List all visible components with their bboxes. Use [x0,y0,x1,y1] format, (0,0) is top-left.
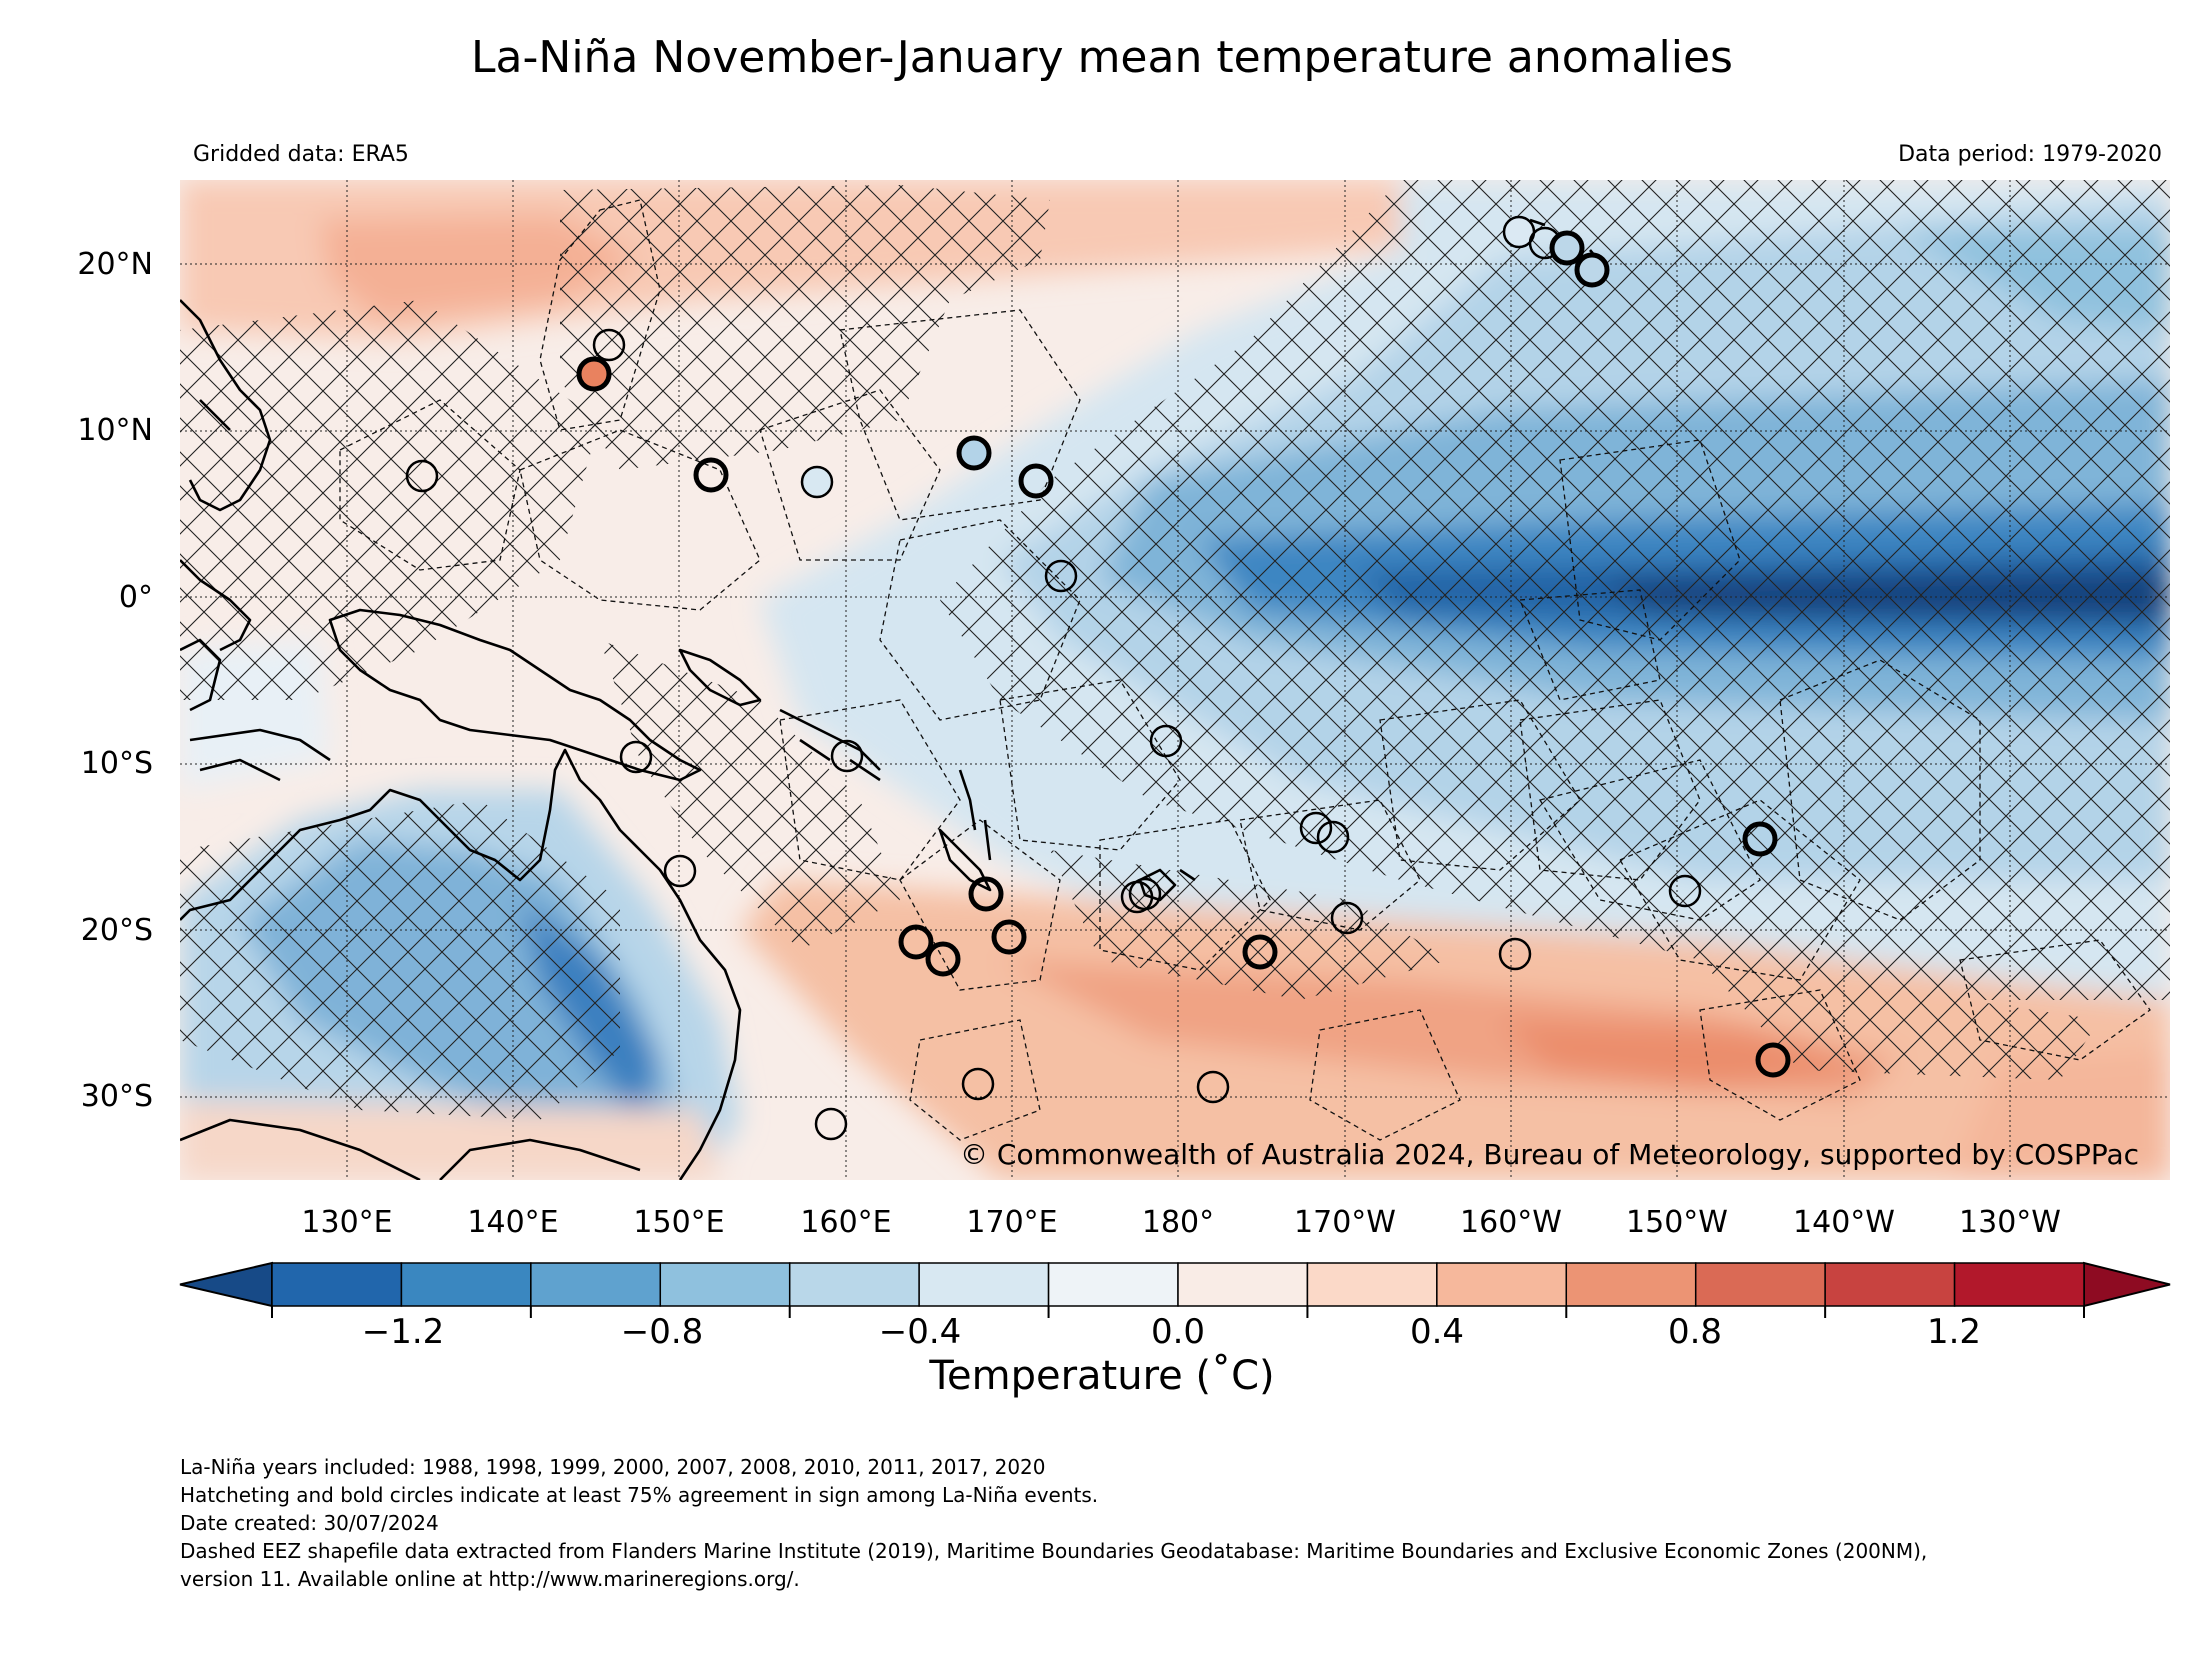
colorbar-segment [1824,1262,1956,1307]
footnotes: La-Niña years included: 1988, 1998, 1999… [180,1453,1927,1593]
colorbar-segment [659,1262,791,1307]
lon-label-160E: 160°E [800,1205,892,1240]
vanuatu-coast [958,769,992,861]
station-marker [592,328,626,362]
temperature-anomaly-field [180,180,2170,1180]
colorbar-tick-label: 0.8 [1667,1312,1723,1352]
lat-label-10S: 10°S [80,746,153,781]
colorbar-segment [1306,1262,1438,1307]
station-marker [830,739,864,773]
colorbar-segment [400,1262,532,1307]
footnote-hatching: Hatcheting and bold circles indicate at … [180,1483,1099,1507]
station-marker [1574,252,1610,288]
lat-label-10N: 10°N [77,413,153,448]
colorbar-segment [271,1262,403,1307]
lon-label-180: 180° [1141,1205,1215,1240]
station-marker [576,356,612,392]
colorbar-segment [530,1262,662,1307]
station-marker [925,941,961,977]
lon-label-140E: 140°E [467,1205,559,1240]
station-marker [1242,934,1278,970]
station-marker [1316,820,1350,854]
colorbar-label: Temperature (˚C) [929,1353,1275,1399]
station-marker [663,854,697,888]
station-marker [1755,1042,1791,1078]
lat-label-20N: 20°N [77,247,153,282]
lon-label-170E: 170°E [966,1205,1058,1240]
colorbar-segment [788,1262,920,1307]
colorbar-segment [1565,1262,1697,1307]
station-marker [1018,463,1054,499]
lon-label-130W: 130°W [1959,1205,2061,1240]
colorbar-segment [1694,1262,1826,1307]
station-marker [968,876,1004,912]
new-guinea-coast [328,608,702,782]
lon-label-150E: 150°E [633,1205,725,1240]
station-marker [991,919,1027,955]
lon-label-150W: 150°W [1626,1205,1728,1240]
colorbar-under-arrow [179,1261,273,1308]
lon-label-140W: 140°W [1793,1205,1895,1240]
graticule [180,180,2170,1180]
gridded-data-label: Gridded data: ERA5 [193,142,409,167]
indonesia-coast [180,638,331,782]
colorbar-tick-label: −0.8 [620,1312,704,1352]
eez-boundaries [339,199,2151,1141]
colorbar-segment [1047,1262,1179,1307]
colorbar-tick-label: 0.0 [1150,1312,1206,1352]
lon-label-170W: 170°W [1294,1205,1396,1240]
station-marker [814,1107,848,1141]
station-marker [619,740,653,774]
lat-label-30S: 30°S [80,1079,153,1114]
new-britain-coast [678,648,762,707]
station-marker [800,465,834,499]
lat-label-equator: 0° [118,580,153,615]
colorbar-segment [1177,1262,1309,1307]
footnote-eez-source-cont: version 11. Available online at http://w… [180,1567,800,1591]
station-marker [1330,901,1364,935]
station-marker [1044,559,1078,593]
agreement-hatching [180,180,2170,1120]
colorbar-tick-label: −0.4 [878,1312,962,1352]
australia-coast [180,748,742,1180]
station-marker [1299,811,1333,845]
map-title: La-Niña November-January mean temperatur… [471,32,1733,83]
colorbar-tick-label: −1.2 [361,1312,445,1352]
station-circles [405,215,1791,1141]
station-marker [1128,877,1162,911]
station-marker [1196,1070,1230,1104]
data-period-label: Data period: 1979-2020 [1898,142,2162,167]
colorbar-segment [1436,1262,1568,1307]
footnote-date: Date created: 30/07/2024 [180,1511,439,1535]
colorbar-tick-label: 1.2 [1926,1312,1982,1352]
station-marker [1498,937,1532,971]
new-caledonia-coast [938,828,992,892]
colorbar-segment [918,1262,1050,1307]
station-marker [1149,724,1183,758]
station-marker [1549,230,1585,266]
fiji-coast [1138,868,1196,902]
footnote-years: La-Niña years included: 1988, 1998, 1999… [180,1455,1046,1479]
colorbar [179,1261,2171,1318]
coastlines [180,218,1601,1180]
philippines-coast [180,299,272,652]
station-marker [693,457,729,493]
station-marker [956,435,992,471]
lat-label-20S: 20°S [80,913,153,948]
solomon-islands-coast [779,708,881,782]
colorbar-over-arrow [2083,1261,2171,1308]
footnote-eez-source: Dashed EEZ shapefile data extracted from… [180,1539,1928,1563]
colorbar-tick-label: 0.4 [1409,1312,1465,1352]
station-marker [1668,874,1702,908]
colorbar-segment [1953,1262,2085,1307]
station-marker [961,1067,995,1101]
lon-label-160W: 160°W [1460,1205,1562,1240]
station-marker [1742,821,1778,857]
lon-label-130E: 130°E [301,1205,393,1240]
station-marker [898,924,934,960]
copyright-notice: © Commonwealth of Australia 2024, Bureau… [960,1138,2140,1171]
station-marker [405,459,439,493]
